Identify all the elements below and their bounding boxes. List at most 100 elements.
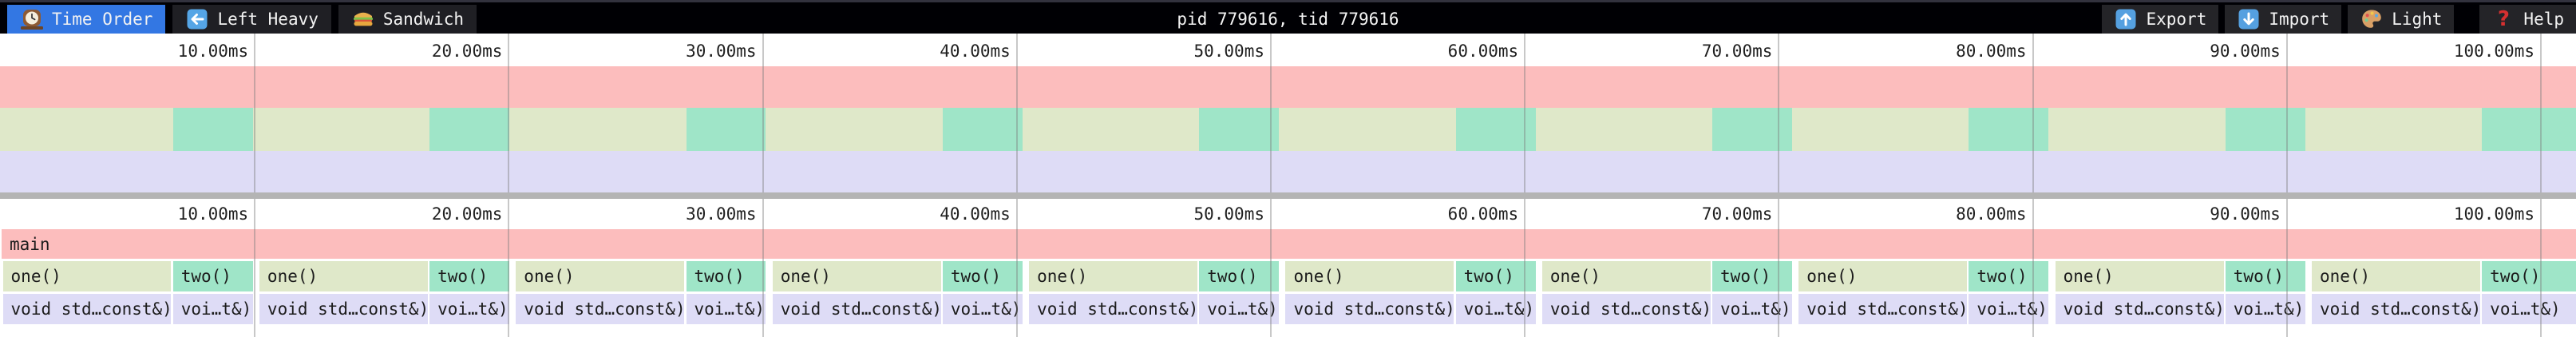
frame-two[interactable]: two() (2482, 261, 2576, 291)
frame-two-child[interactable]: voi…t&) (2225, 294, 2305, 324)
time-tick-label: 90.00ms (2210, 42, 2281, 61)
frame-two-child[interactable]: voi…t&) (1455, 294, 1536, 324)
frame-two[interactable]: two() (1712, 261, 1792, 291)
time-tick-label: 30.00ms (686, 42, 757, 61)
tab-left-heavy[interactable]: Left Heavy (172, 5, 331, 34)
flamegraph-canvas[interactable]: main one() two() one() two() one() two() one()… (0, 229, 2576, 337)
frame-label: void std…const&) (1293, 299, 1454, 319)
frame-one[interactable]: one() (2, 261, 172, 291)
frame-label: voi…t&) (2490, 299, 2561, 319)
frame-two[interactable]: two() (1455, 261, 1536, 291)
frame-two[interactable]: two() (686, 261, 766, 291)
minimap-block-two[interactable] (1712, 108, 1792, 151)
frame-one-child[interactable]: void std…const&) (1798, 294, 1968, 324)
time-tick-label: 10.00ms (177, 42, 249, 61)
frame-label: two() (1720, 267, 1771, 286)
time-tick-label: 100.00ms (2453, 204, 2534, 224)
minimap-block-two[interactable] (172, 108, 253, 151)
import-icon (2237, 7, 2261, 31)
frame-one[interactable]: one() (1029, 261, 1198, 291)
frame-two-child[interactable]: voi…t&) (2482, 294, 2576, 324)
frame-one[interactable]: one() (772, 261, 941, 291)
frame-two-child[interactable]: voi…t&) (1712, 294, 1792, 324)
frame-label: voi…t&) (1720, 299, 1791, 319)
frame-one[interactable]: one() (1541, 261, 1711, 291)
frame-two-child[interactable]: voi…t&) (429, 294, 510, 324)
frame-one[interactable]: one() (1285, 261, 1454, 291)
frame-one-child[interactable]: void std…const&) (1029, 294, 1198, 324)
frame-one-child[interactable]: void std…const&) (2, 294, 172, 324)
flame-row-main: main (0, 229, 2576, 259)
frame-main[interactable]: main (1, 229, 2576, 259)
frame-one-child[interactable]: void std…const&) (259, 294, 428, 324)
frame-one[interactable]: one() (2311, 261, 2480, 291)
frame-label: one() (1293, 267, 1344, 286)
frame-label: voi…t&) (2233, 299, 2305, 319)
frame-one-child[interactable]: void std…const&) (516, 294, 685, 324)
frame-two-child[interactable]: voi…t&) (686, 294, 766, 324)
flame-row-children: void std…const&) voi…t&) void std…const&) v… (0, 294, 2576, 324)
import-button[interactable]: Import (2225, 5, 2342, 34)
minimap-block-two[interactable] (2482, 108, 2576, 151)
time-tick-label: 20.00ms (431, 42, 503, 61)
help-button[interactable]: ? Help (2479, 5, 2576, 34)
frame-one[interactable]: one() (259, 261, 428, 291)
time-tick-label: 30.00ms (686, 204, 757, 224)
frame-label: two() (1977, 267, 2028, 286)
frame-two[interactable]: two() (429, 261, 510, 291)
button-label: Import (2269, 10, 2330, 29)
minimap-band-one-two[interactable] (0, 108, 2576, 151)
left-arrow-icon (185, 7, 209, 31)
button-label: Help (2523, 10, 2564, 29)
frame-two[interactable]: two() (1199, 261, 1280, 291)
frame-label: void std…const&) (1037, 299, 1198, 319)
frame-label: voi…t&) (437, 299, 508, 319)
time-tick-label: 10.00ms (177, 204, 249, 224)
flamegraph-time-ruler[interactable]: 10.00ms 20.00ms 30.00ms 40.00ms 50.00ms 60.00… (0, 199, 2576, 229)
frame-one-child[interactable]: void std…const&) (2311, 294, 2480, 324)
minimap-resize-divider[interactable] (0, 192, 2576, 199)
frame-one[interactable]: one() (516, 261, 685, 291)
frame-label: voi…t&) (1977, 299, 2048, 319)
frame-label: void std…const&) (2063, 299, 2224, 319)
frame-two[interactable]: two() (172, 261, 253, 291)
minimap-block-two[interactable] (2225, 108, 2305, 151)
tab-sandwich[interactable]: Sandwich (338, 5, 477, 34)
frame-label: one() (2063, 267, 2114, 286)
frame-label: one() (267, 267, 319, 286)
export-button[interactable]: Export (2102, 5, 2219, 34)
minimap-block-two[interactable] (686, 108, 766, 151)
frame-one-child[interactable]: void std…const&) (1285, 294, 1454, 324)
minimap-block-two[interactable] (1455, 108, 1536, 151)
toolbar: Time Order Left Heavy Sandwich pid 779616,… (0, 0, 2576, 34)
frame-two-child[interactable]: voi…t&) (1969, 294, 2049, 324)
frame-two-child[interactable]: voi…t&) (942, 294, 1023, 324)
time-tick-label: 50.00ms (1193, 42, 1264, 61)
frame-two[interactable]: two() (942, 261, 1023, 291)
minimap-block-two[interactable] (429, 108, 510, 151)
frame-two[interactable]: two() (1969, 261, 2049, 291)
frame-label: voi…t&) (1207, 299, 1278, 319)
sandwich-icon (351, 7, 375, 31)
minimap-time-ruler[interactable]: 10.00ms 20.00ms 30.00ms 40.00ms 50.00ms 60.00… (0, 34, 2576, 66)
frame-one[interactable]: one() (1798, 261, 1968, 291)
minimap-band-children[interactable] (0, 151, 2576, 192)
minimap-overview[interactable] (0, 66, 2576, 192)
minimap-block-two[interactable] (942, 108, 1023, 151)
tab-time-order[interactable]: Time Order (7, 5, 166, 34)
light-button[interactable]: Light (2348, 5, 2455, 34)
palette-icon (2360, 7, 2384, 31)
frame-one-child[interactable]: void std…const&) (1541, 294, 1711, 324)
minimap-block-two[interactable] (1199, 108, 1280, 151)
minimap-band-main[interactable] (0, 66, 2576, 108)
frame-two-child[interactable]: voi…t&) (172, 294, 253, 324)
frame-label: two() (950, 267, 1002, 286)
frame-two[interactable]: two() (2225, 261, 2305, 291)
frame-two-child[interactable]: voi…t&) (1199, 294, 1280, 324)
minimap-block-two[interactable] (1969, 108, 2049, 151)
frame-one[interactable]: one() (2055, 261, 2224, 291)
frame-one-child[interactable]: void std…const&) (772, 294, 941, 324)
clock-icon (20, 7, 44, 31)
frame-one-child[interactable]: void std…const&) (2055, 294, 2224, 324)
